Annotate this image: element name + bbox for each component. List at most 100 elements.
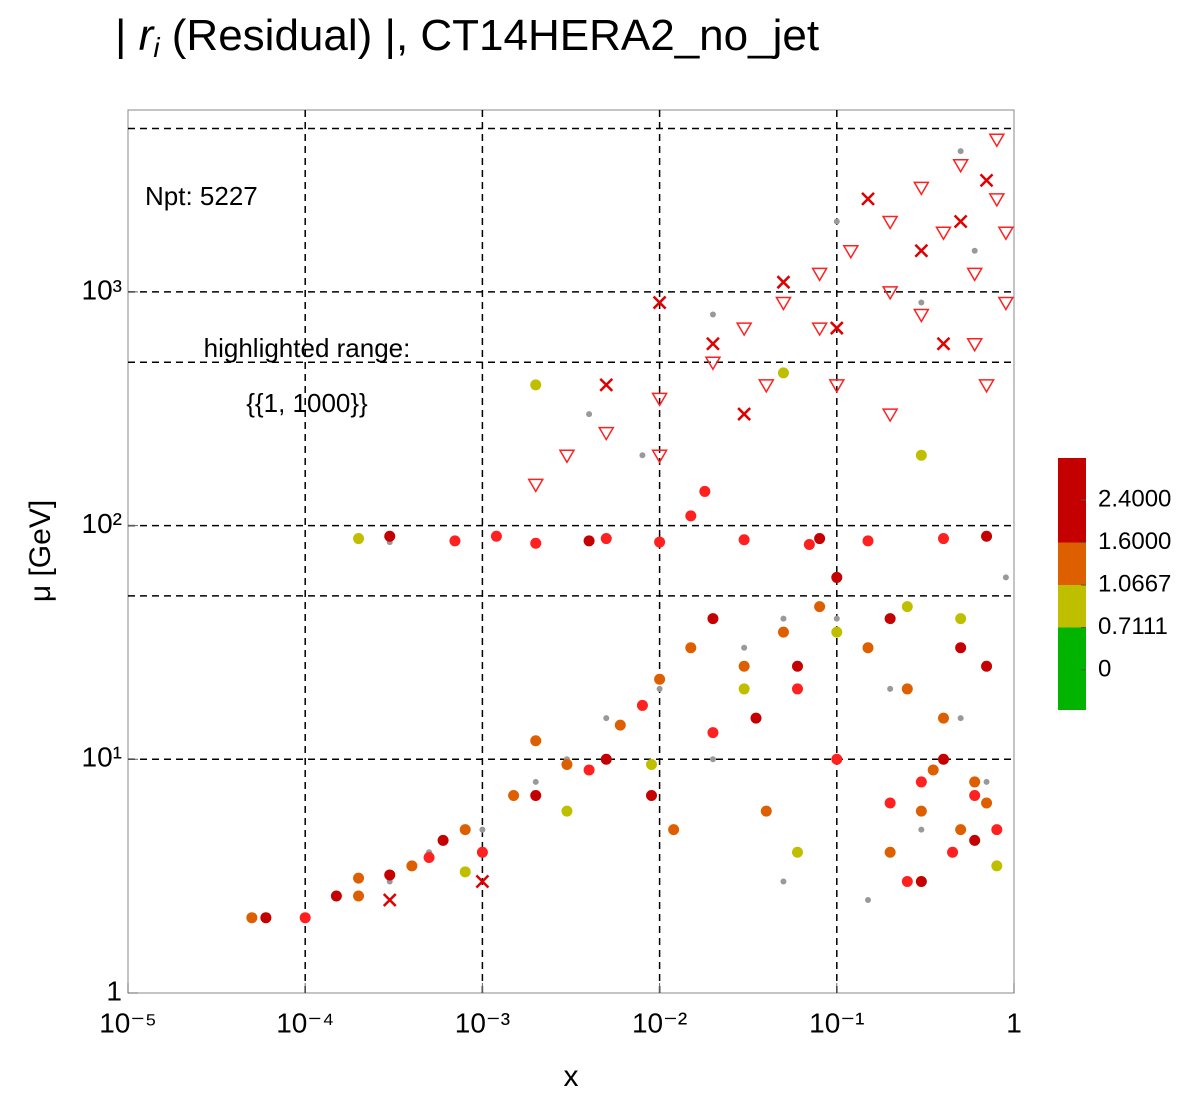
point — [936, 336, 951, 351]
point — [260, 912, 272, 924]
colorbar-segment — [1058, 627, 1086, 710]
point — [599, 377, 614, 392]
point — [842, 244, 860, 260]
title-rest: (Residual) |, CT14HERA2_no_jet — [160, 11, 820, 60]
colorbar-label: 2.4000 — [1098, 485, 1171, 512]
point — [979, 173, 994, 188]
point — [406, 860, 418, 872]
point — [915, 875, 927, 887]
point — [707, 727, 719, 739]
point — [969, 834, 981, 846]
point — [530, 537, 542, 549]
point — [953, 214, 968, 229]
point — [829, 321, 844, 335]
point — [831, 753, 843, 765]
annotation: {{1, 1000}} — [246, 388, 368, 418]
point — [423, 851, 435, 863]
point — [988, 193, 1006, 208]
point — [927, 764, 939, 776]
point — [636, 699, 648, 711]
y-tick-label: 10³ — [82, 274, 122, 305]
y-tick-label: 10² — [82, 508, 122, 539]
point — [479, 826, 486, 833]
point — [833, 615, 840, 622]
point — [353, 533, 365, 545]
point — [777, 367, 789, 379]
point — [597, 426, 615, 442]
point — [685, 642, 697, 654]
point — [709, 756, 716, 763]
point — [639, 452, 646, 459]
title-symbol: r — [139, 11, 156, 60]
point — [614, 719, 626, 731]
point — [490, 530, 502, 542]
x-tick-label: 10⁻⁴ — [276, 1007, 334, 1038]
point — [997, 226, 1015, 241]
point — [699, 485, 711, 497]
point — [532, 778, 539, 785]
point — [757, 379, 775, 394]
point — [952, 158, 969, 174]
point — [645, 758, 657, 770]
point — [881, 215, 899, 230]
x-tick-label: 10⁻⁵ — [99, 1007, 157, 1038]
colorbar-label: 1.6000 — [1098, 528, 1171, 555]
point — [884, 613, 896, 625]
point — [937, 533, 949, 545]
x-tick-label: 1 — [1006, 1007, 1022, 1038]
point — [811, 267, 828, 282]
point — [603, 715, 610, 722]
point — [814, 533, 826, 545]
point — [654, 673, 666, 685]
point — [750, 712, 762, 724]
point — [913, 181, 930, 196]
point — [915, 776, 927, 788]
point — [803, 538, 815, 550]
point — [645, 789, 657, 801]
point — [947, 846, 959, 858]
point — [583, 764, 595, 776]
colorbar-segment — [1058, 542, 1086, 585]
point — [937, 753, 949, 765]
point — [833, 218, 840, 225]
point — [459, 824, 471, 836]
point — [915, 449, 927, 461]
y-axis-label: μ [GeV] — [24, 500, 57, 602]
point — [918, 299, 925, 306]
point — [299, 912, 311, 924]
point — [530, 789, 542, 801]
point — [791, 660, 803, 672]
point — [561, 805, 573, 817]
point — [884, 797, 896, 809]
point — [561, 758, 573, 770]
y-tick-label: 10¹ — [82, 742, 122, 773]
point — [476, 846, 488, 858]
point — [966, 337, 983, 353]
point — [983, 778, 990, 785]
point — [966, 267, 983, 282]
point — [508, 789, 520, 801]
point — [901, 601, 913, 613]
point — [862, 535, 874, 547]
point — [600, 533, 612, 545]
point — [969, 789, 981, 801]
point — [978, 379, 995, 394]
point — [384, 869, 396, 881]
point — [957, 715, 964, 722]
colorbar-label: 1.0667 — [1098, 570, 1171, 597]
point — [330, 890, 342, 902]
x-axis-label: x — [564, 1060, 579, 1093]
point — [382, 893, 397, 907]
point — [706, 336, 720, 351]
colorbar-segment — [1058, 585, 1086, 628]
x-tick-label: 10⁻¹ — [809, 1007, 864, 1038]
point — [775, 296, 792, 312]
point — [901, 683, 913, 695]
point — [862, 642, 874, 654]
point — [530, 735, 542, 747]
point — [738, 683, 750, 695]
point — [865, 896, 872, 903]
point — [777, 626, 789, 638]
point — [955, 824, 967, 836]
